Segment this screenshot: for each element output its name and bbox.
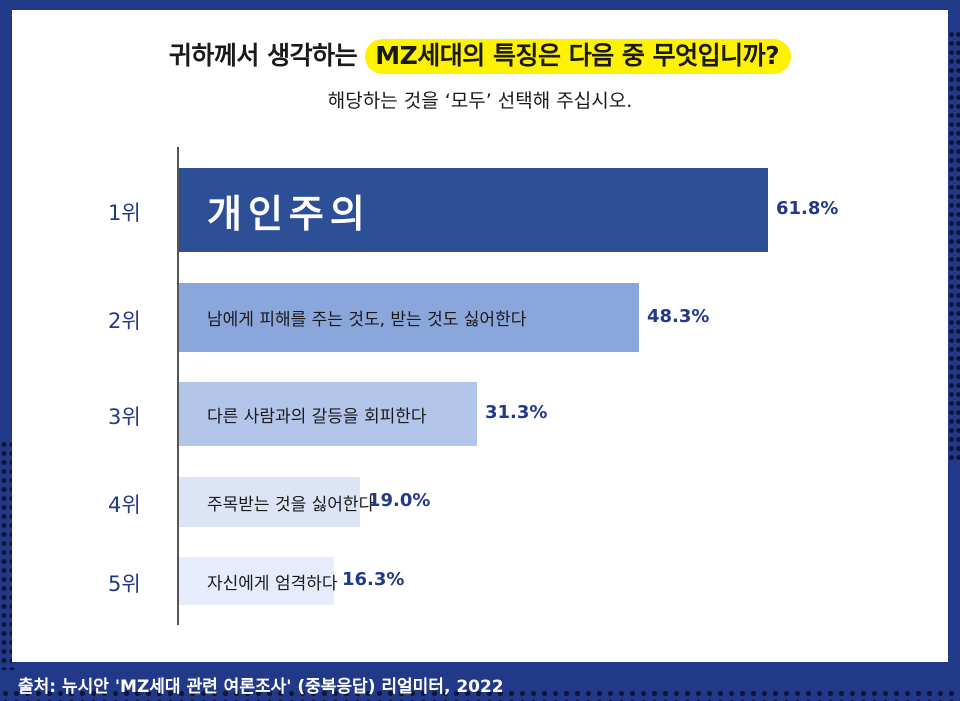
y-axis-line — [177, 147, 179, 625]
rank-label: 4위 — [108, 493, 141, 517]
category-label: 주목받는 것을 싫어한다 — [207, 494, 375, 515]
category-label: 자신에게 엄격하다 — [207, 573, 338, 594]
rank-label: 2위 — [108, 308, 141, 333]
data-label: 31.3% — [485, 402, 548, 423]
bar: 주목받는 것을 싫어한다 — [179, 477, 374, 527]
chart-card: 귀하께서 생각하는 MZ세대의 특징은 다음 중 무엇입니까? 해당하는 것을 … — [12, 10, 948, 662]
rank-label: 1위 — [108, 201, 141, 225]
source-note: 출처: 뉴시안 'MZ세대 관련 여론조사' (중복응답) 리얼미터, 2022 — [18, 677, 504, 697]
data-label: 61.8% — [776, 198, 839, 219]
bar: 남에게 피해를 주는 것도, 받는 것도 싫어한다 — [179, 283, 639, 352]
rank-label: 3위 — [108, 405, 141, 429]
chart-title: 귀하께서 생각하는 MZ세대의 특징은 다음 중 무엇입니까? — [12, 36, 948, 74]
data-label: 16.3% — [342, 569, 405, 590]
title-prefix: 귀하께서 생각하는 — [168, 41, 366, 70]
data-label: 48.3% — [647, 305, 710, 327]
bar: 개인주의 — [179, 168, 768, 252]
data-label: 19.0% — [368, 490, 431, 511]
title-highlight: MZ세대의 특징은 다음 중 무엇입니까? — [365, 39, 792, 74]
decorative-dots-bottom — [0, 689, 960, 701]
bar: 다른 사람과의 갈등을 회피한다 — [179, 382, 477, 446]
category-label: 개인주의 — [207, 191, 371, 236]
decorative-dots-right — [948, 30, 960, 460]
category-label: 다른 사람과의 갈등을 회피한다 — [207, 406, 427, 427]
rank-label: 5위 — [108, 572, 141, 596]
category-label: 남에게 피해를 주는 것도, 받는 것도 싫어한다 — [207, 310, 527, 330]
bar: 자신에게 엄격하다 — [179, 557, 338, 605]
chart-subtitle: 해당하는 것을 ‘모두’ 선택해 주십시오. — [327, 90, 633, 112]
